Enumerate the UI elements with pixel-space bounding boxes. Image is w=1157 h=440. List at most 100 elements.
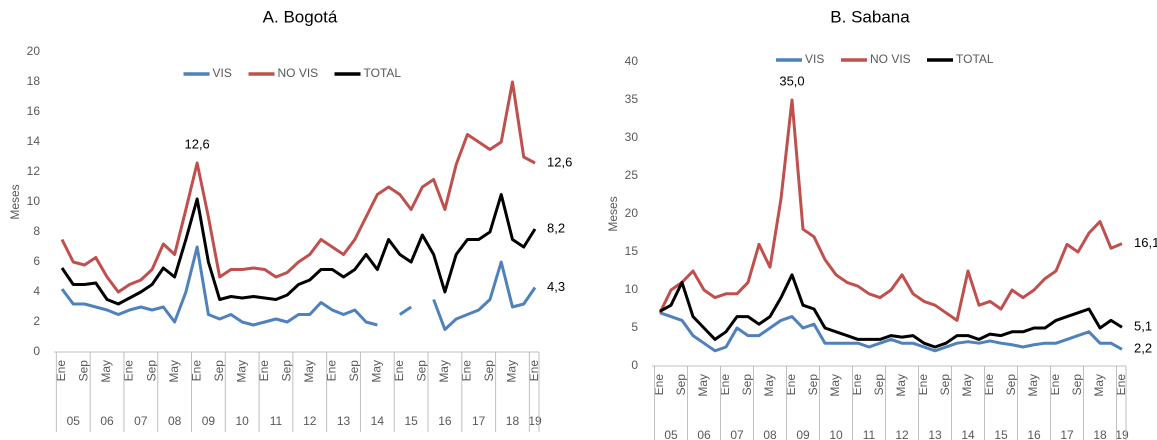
legend-label: NO VIS xyxy=(870,52,911,66)
series-line xyxy=(60,80,536,294)
x-tick-label: Ene xyxy=(718,374,732,396)
chart-title: B. Sabana xyxy=(830,7,910,26)
x-tick-label: Sep xyxy=(347,360,361,382)
x-group-label: 09 xyxy=(796,428,810,440)
x-tick-label: May xyxy=(167,360,181,383)
y-tick-label: 6 xyxy=(33,254,40,268)
x-tick-label: Ene xyxy=(1114,374,1128,396)
data-label: 8,2 xyxy=(547,220,565,235)
y-tick-label: 2 xyxy=(33,314,40,328)
x-group-label: 08 xyxy=(168,414,182,428)
x-tick-label: Ene xyxy=(54,360,68,382)
x-tick-label: Sep xyxy=(77,360,91,382)
x-tick-label: Sep xyxy=(1004,374,1018,396)
data-label: 16,1 xyxy=(1134,235,1157,250)
x-group-label: 16 xyxy=(1027,428,1041,440)
x-group-label: 06 xyxy=(100,414,114,428)
x-tick-label: Ene xyxy=(784,374,798,396)
x-group-label: 16 xyxy=(438,414,452,428)
x-tick-label: Sep xyxy=(279,360,293,382)
y-axis-label: Meses xyxy=(606,196,620,231)
series-line xyxy=(659,273,1123,349)
data-label: 12,6 xyxy=(547,154,572,169)
y-tick-label: 10 xyxy=(625,282,639,296)
x-tick-label: May xyxy=(960,374,974,397)
x-group-label: 15 xyxy=(404,414,418,428)
x-group-label: 11 xyxy=(270,414,283,428)
series-line xyxy=(60,245,537,331)
x-tick-label: May xyxy=(762,374,776,397)
x-tick-label: May xyxy=(234,360,248,383)
legend-label: NO VIS xyxy=(278,66,319,80)
x-tick-label: Ene xyxy=(916,374,930,396)
x-group-label: 12 xyxy=(303,414,317,428)
x-tick-label: Ene xyxy=(392,360,406,382)
y-tick-label: 0 xyxy=(631,358,638,372)
x-group-label: 13 xyxy=(337,414,351,428)
x-tick-label: Ene xyxy=(122,360,136,382)
y-tick-label: 14 xyxy=(27,134,41,148)
x-group-label: 06 xyxy=(697,428,711,440)
x-tick-label: Sep xyxy=(1070,374,1084,396)
x-tick-label: May xyxy=(828,374,842,397)
legend-label: VIS xyxy=(213,66,232,80)
data-label: 35,0 xyxy=(779,73,804,88)
data-label: 12,6 xyxy=(184,136,209,151)
x-tick-label: Sep xyxy=(806,374,820,396)
x-tick-label: Sep xyxy=(740,374,754,396)
y-tick-label: 0 xyxy=(33,344,40,358)
legend-label: VIS xyxy=(805,52,824,66)
y-tick-label: 40 xyxy=(625,54,639,68)
x-tick-label: May xyxy=(1026,374,1040,397)
x-group-label: 10 xyxy=(829,428,843,440)
y-tick-label: 4 xyxy=(33,284,40,298)
legend-label: TOTAL xyxy=(956,52,994,66)
x-tick-label: May xyxy=(505,360,519,383)
x-group-label: 18 xyxy=(506,414,520,428)
x-group-label: 07 xyxy=(134,414,148,428)
y-tick-label: 5 xyxy=(631,320,638,334)
x-group-label: 07 xyxy=(730,428,744,440)
x-tick-label: Sep xyxy=(212,360,226,382)
x-tick-label: May xyxy=(370,360,384,383)
x-tick-label: Ene xyxy=(460,360,474,382)
x-tick-label: Ene xyxy=(982,374,996,396)
x-group-label: 19 xyxy=(1115,428,1129,440)
x-group-label: 17 xyxy=(1060,428,1074,440)
x-tick-label: Ene xyxy=(527,360,541,382)
x-tick-label: Ene xyxy=(1048,374,1062,396)
y-tick-label: 10 xyxy=(27,194,41,208)
series-line xyxy=(659,311,1123,353)
series-line xyxy=(60,193,537,306)
y-axis-label: Meses xyxy=(8,184,22,219)
x-tick-label: Ene xyxy=(189,360,203,382)
legend-label: TOTAL xyxy=(364,66,402,80)
x-tick-label: Ene xyxy=(257,360,271,382)
x-tick-label: Sep xyxy=(415,360,429,382)
x-group-label: 13 xyxy=(928,428,942,440)
y-tick-label: 35 xyxy=(625,92,639,106)
x-group-label: 10 xyxy=(236,414,250,428)
y-tick-label: 20 xyxy=(27,44,41,58)
x-group-label: 14 xyxy=(371,414,385,428)
x-tick-label: Sep xyxy=(482,360,496,382)
x-tick-label: Sep xyxy=(872,374,886,396)
data-label: 2,2 xyxy=(1134,341,1152,356)
x-group-label: 17 xyxy=(472,414,486,428)
x-group-label: 05 xyxy=(664,428,678,440)
series-line xyxy=(658,98,1123,322)
y-tick-label: 8 xyxy=(33,224,40,238)
data-label: 5,1 xyxy=(1134,319,1152,334)
x-group-label: 05 xyxy=(67,414,81,428)
x-group-label: 15 xyxy=(994,428,1008,440)
y-tick-label: 25 xyxy=(625,168,639,182)
y-tick-label: 15 xyxy=(625,244,639,258)
x-tick-label: May xyxy=(437,360,451,383)
x-tick-label: May xyxy=(1092,374,1106,397)
x-group-label: 12 xyxy=(895,428,909,440)
x-group-label: 18 xyxy=(1093,428,1107,440)
x-tick-label: May xyxy=(302,360,316,383)
data-label: 4,3 xyxy=(547,279,565,294)
x-group-label: 14 xyxy=(961,428,975,440)
